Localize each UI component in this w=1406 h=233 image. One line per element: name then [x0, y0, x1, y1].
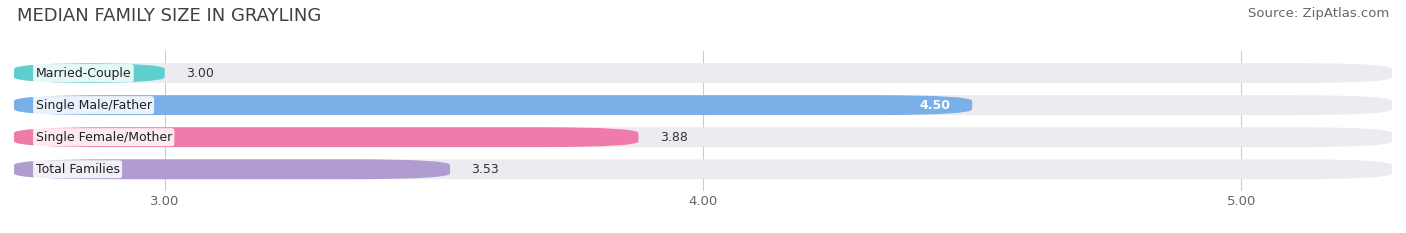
- Text: 3.00: 3.00: [186, 67, 214, 79]
- Text: 3.53: 3.53: [471, 163, 499, 176]
- Text: Single Male/Father: Single Male/Father: [35, 99, 152, 112]
- FancyBboxPatch shape: [14, 63, 1392, 83]
- FancyBboxPatch shape: [14, 95, 1392, 115]
- Text: MEDIAN FAMILY SIZE IN GRAYLING: MEDIAN FAMILY SIZE IN GRAYLING: [17, 7, 321, 25]
- FancyBboxPatch shape: [14, 63, 165, 83]
- FancyBboxPatch shape: [14, 127, 1392, 147]
- Text: Total Families: Total Families: [35, 163, 120, 176]
- FancyBboxPatch shape: [14, 159, 1392, 179]
- Text: 4.50: 4.50: [920, 99, 950, 112]
- Text: Source: ZipAtlas.com: Source: ZipAtlas.com: [1249, 7, 1389, 20]
- Text: Married-Couple: Married-Couple: [35, 67, 131, 79]
- Text: Single Female/Mother: Single Female/Mother: [35, 131, 172, 144]
- FancyBboxPatch shape: [14, 95, 972, 115]
- Text: 3.88: 3.88: [659, 131, 688, 144]
- FancyBboxPatch shape: [14, 127, 638, 147]
- FancyBboxPatch shape: [14, 159, 450, 179]
